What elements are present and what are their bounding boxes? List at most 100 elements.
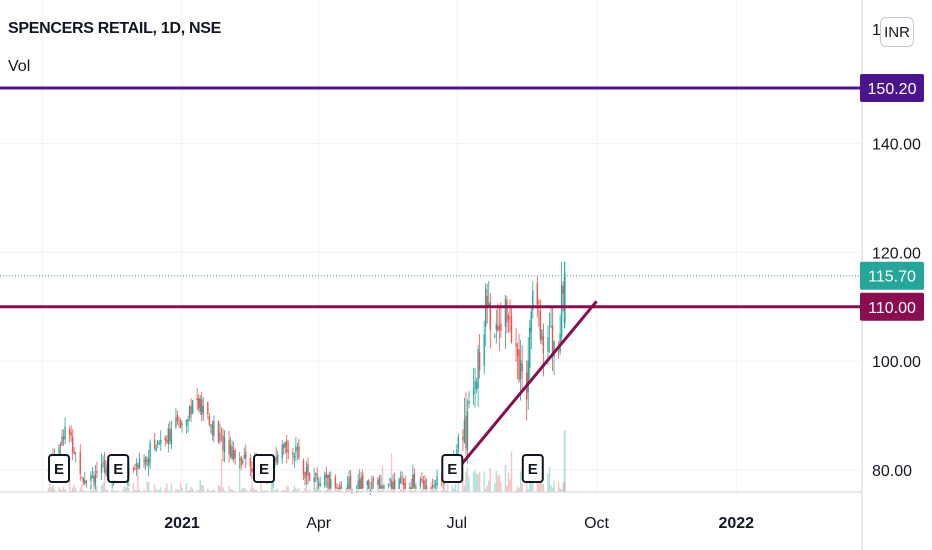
candle-body <box>239 459 241 461</box>
candle-body <box>234 450 236 459</box>
volume-bar <box>179 482 182 492</box>
volume-bar <box>519 471 522 492</box>
volume-bar <box>325 490 327 492</box>
candle-body <box>436 476 438 485</box>
volume-bar <box>398 490 400 492</box>
candle-body <box>157 440 159 445</box>
volume-bar <box>530 479 532 492</box>
candle-body <box>366 481 368 486</box>
volume-indicator-label[interactable]: Vol <box>8 58 31 75</box>
volume-bar <box>199 479 201 492</box>
candle-body <box>462 436 464 440</box>
candle-body <box>538 301 540 304</box>
volume-bar <box>483 471 485 492</box>
volume-bar <box>185 483 188 492</box>
volume-bar <box>447 483 449 492</box>
candle-body <box>415 486 417 488</box>
volume-bar <box>153 484 156 492</box>
volume-bar <box>498 474 501 492</box>
candle-body <box>144 456 147 465</box>
volume-bar <box>240 490 242 492</box>
candle-body <box>220 431 223 433</box>
earnings-marker: E <box>441 454 464 483</box>
candle-body <box>422 480 425 484</box>
volume-bar <box>116 490 118 492</box>
volume-bar <box>210 490 212 492</box>
candle-body <box>390 481 393 490</box>
volume-bar <box>296 490 299 492</box>
volume-bar <box>106 489 109 492</box>
volume-bar <box>371 486 373 492</box>
candle-body <box>296 447 299 450</box>
volume-bar <box>125 487 127 492</box>
volume-bar <box>494 483 496 492</box>
currency-button[interactable]: INR <box>880 17 914 47</box>
candle-body <box>208 415 211 425</box>
volume-bar <box>521 483 523 492</box>
volume-bar <box>187 490 189 492</box>
candle-body <box>401 476 403 478</box>
volume-bar <box>518 488 520 492</box>
volume-bar <box>551 487 554 492</box>
volume-bar <box>445 490 447 492</box>
candle-body <box>404 482 406 490</box>
candle-body <box>317 483 320 485</box>
candle-body <box>330 479 332 488</box>
candle-body <box>519 360 522 379</box>
volume-bar <box>228 485 230 492</box>
last-price-tag-box <box>860 261 924 290</box>
volume-bar <box>381 465 384 492</box>
volume-bar <box>138 489 141 492</box>
volume-bar <box>155 489 157 492</box>
candle-body <box>298 445 300 458</box>
candle-body <box>495 323 498 330</box>
volume-bar <box>52 485 54 492</box>
volume-bar <box>222 487 224 492</box>
volume-bar <box>264 490 267 492</box>
volume-bar <box>355 490 358 492</box>
volume-bar <box>144 490 147 492</box>
volume-bar <box>170 483 173 492</box>
candle-body <box>281 444 283 459</box>
volume-bar <box>117 490 119 492</box>
volume-bar <box>202 485 204 492</box>
volume-bar <box>474 470 476 492</box>
candle-body <box>90 474 92 482</box>
volume-bar <box>465 471 467 492</box>
earnings-marker-label: E <box>54 461 64 478</box>
candle-body <box>100 463 103 474</box>
candle-body <box>91 476 94 478</box>
candle-body <box>105 467 107 475</box>
volume-bar <box>377 483 379 492</box>
earnings-marker: E <box>252 454 275 483</box>
volume-bar <box>64 489 66 492</box>
candle-body <box>191 400 194 414</box>
candle-body <box>381 485 384 488</box>
candle-body <box>308 473 311 481</box>
volume-bar <box>444 486 446 492</box>
volume-bar <box>96 486 98 492</box>
candle-body <box>562 285 564 294</box>
candle-body <box>284 441 286 448</box>
candle-body <box>475 382 478 389</box>
volume-bar <box>510 451 513 492</box>
currency-prefix: 1 <box>872 22 881 39</box>
candle-body <box>398 479 400 490</box>
symbol-title[interactable]: SPENCERS RETAIL, 1D, NSE <box>8 20 221 37</box>
candle-body <box>199 398 201 412</box>
volume-bar <box>105 489 107 492</box>
volume-bar <box>134 490 136 492</box>
candle-body <box>456 449 458 457</box>
earnings-marker-box <box>48 454 71 483</box>
volume-bar <box>201 484 203 492</box>
candle-body <box>483 334 485 366</box>
candle-body <box>500 323 502 331</box>
volume-bar <box>82 490 84 492</box>
volume-bar <box>412 490 414 492</box>
candle-body <box>472 389 475 395</box>
candle-body <box>392 481 394 490</box>
trend-line <box>451 300 598 477</box>
candle-body <box>275 456 277 462</box>
candle-body <box>228 440 230 454</box>
